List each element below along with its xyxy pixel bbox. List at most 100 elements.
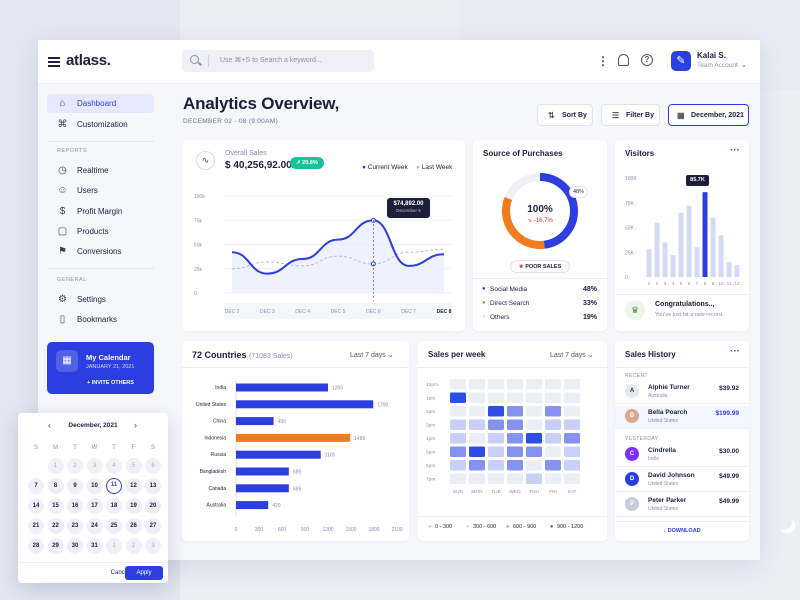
heatmap-cell — [469, 446, 485, 457]
legend-label: 300 - 600 — [473, 524, 497, 530]
sidebar-item-products[interactable]: ▢ Products — [47, 222, 154, 241]
calendar-day[interactable]: 21 — [28, 518, 44, 534]
calendar-day[interactable]: 23 — [67, 518, 83, 534]
bell-icon[interactable] — [618, 54, 629, 66]
sidebar-item-realtime[interactable]: ◷ Realtime — [47, 161, 154, 180]
history-row[interactable]: B Bella Poarch United States $199.99 — [615, 406, 749, 429]
x-tick-label: 2100 — [391, 527, 402, 533]
calendar-day[interactable]: 3 — [145, 538, 161, 554]
calendar-day[interactable]: 8 — [47, 478, 64, 494]
divider — [418, 516, 607, 517]
country-value: 1200 — [332, 386, 343, 392]
calendar-day[interactable]: 26 — [125, 518, 142, 534]
calendar-day[interactable]: 24 — [86, 518, 103, 534]
divider — [18, 562, 168, 563]
invite-others-button[interactable]: + INVITE OTHERS — [87, 380, 134, 386]
calendar-day[interactable]: 17 — [86, 498, 103, 514]
divider — [182, 367, 409, 368]
customer-name: Peter Parker — [648, 497, 687, 504]
calendar-day[interactable]: 27 — [145, 518, 161, 534]
period-select[interactable]: Last 7 days ⌄ — [550, 351, 594, 359]
heatmap-cell — [488, 379, 504, 390]
overall-sales-card: 0 25k 50k 75k 100k DEC 2 DEC 3 DEC 4 DEC 5 DEC 6… — [182, 140, 465, 331]
sort-by-button[interactable]: ⇅ Sort By — [537, 104, 593, 126]
search-input[interactable]: Use ⌘+S to Search a keyword... — [182, 50, 374, 72]
sidebar-item-profit-margin[interactable]: $ Profit Margin — [47, 202, 154, 221]
calendar-day[interactable]: 2 — [67, 458, 83, 474]
sidebar-item-conversions[interactable]: ⚑ Conversions — [47, 242, 154, 261]
period-select[interactable]: Last 7 days ⌄ — [350, 351, 394, 359]
calendar-day[interactable]: 4 — [106, 458, 122, 474]
chevron-down-icon[interactable]: ⌄ — [741, 62, 747, 69]
calendar-day[interactable]: 14 — [28, 498, 44, 514]
calendar-day[interactable]: 13 — [145, 478, 161, 494]
sidebar-item-bookmarks[interactable]: ▯ Bookmarks — [47, 310, 154, 329]
calendar-day[interactable]: 16 — [67, 498, 83, 514]
calendar-day[interactable]: 11 — [106, 478, 122, 494]
visitor-bar — [734, 265, 740, 277]
customer-country: United States — [648, 481, 679, 487]
calendar-day[interactable]: 19 — [125, 498, 142, 514]
sidebar-item-dashboard[interactable]: ⌂ Dashboard — [47, 94, 154, 113]
x-tick-label: 1500 — [345, 527, 356, 533]
sort-icon: ⇅ — [548, 111, 555, 120]
calendar-day[interactable]: 18 — [106, 498, 122, 514]
download-button[interactable]: ↓ DOWNLOAD — [615, 528, 749, 534]
history-row[interactable]: A Alphie Turner Australia $39.92 — [615, 381, 749, 404]
y-tick-label: 50K — [625, 226, 635, 232]
date-picker-button[interactable]: ▦ December, 2021 — [668, 104, 749, 126]
calendar-day[interactable]: 12 — [125, 478, 142, 494]
avatar: D — [625, 472, 639, 486]
day-of-week-label: W — [91, 445, 98, 451]
calendar-day[interactable]: 5 — [125, 458, 142, 474]
calendar-day[interactable]: 10 — [86, 478, 103, 494]
history-row[interactable]: C Cindrella India $30.00 — [615, 444, 749, 467]
calendar-day[interactable]: 15 — [47, 498, 64, 514]
history-row[interactable]: D David Johnson United States $49.99 — [615, 469, 749, 492]
more-horizontal-icon[interactable]: ··· — [730, 346, 740, 357]
menu-icon[interactable] — [48, 57, 60, 67]
x-tick-label: 1200 — [322, 527, 333, 533]
chevron-left-icon[interactable]: ‹ — [48, 420, 51, 430]
calendar-day[interactable]: 9 — [67, 478, 83, 494]
heatmap-cell — [488, 392, 504, 403]
sidebar-item-customization[interactable]: ⌘ Customization — [47, 115, 154, 134]
x-tick-label: 6 — [688, 281, 691, 286]
day-of-week-label: S — [33, 445, 38, 451]
avatar[interactable]: ✎ — [671, 51, 691, 71]
calendar-day[interactable]: 3 — [86, 458, 103, 474]
calendar-day[interactable]: 31 — [86, 538, 103, 554]
filter-by-button[interactable]: ☰ Filter By — [601, 104, 660, 126]
user-name[interactable]: Kalai S. — [697, 51, 726, 60]
heatmap-cell — [526, 460, 542, 471]
calendar-day[interactable]: 2 — [125, 538, 142, 554]
sidebar-item-users[interactable]: ☺ Users — [47, 181, 154, 200]
apply-button[interactable]: Apply — [125, 566, 163, 580]
help-icon[interactable]: ? — [641, 54, 653, 66]
sidebar-item-settings[interactable]: ⚙ Settings — [47, 290, 154, 309]
calendar-day[interactable]: 28 — [28, 538, 44, 554]
y-tick-label: 25k — [194, 267, 203, 273]
calendar-day[interactable]: 30 — [67, 538, 83, 554]
x-tick-label: 600 — [278, 527, 287, 533]
calendar-day[interactable]: 25 — [106, 518, 122, 534]
history-row[interactable]: P Peter Parker United States $49.99 — [615, 494, 749, 517]
calendar-day[interactable]: 29 — [47, 538, 64, 554]
calendar-day[interactable]: 6 — [145, 458, 161, 474]
tooltip-value: $74,892.00 — [393, 201, 424, 207]
more-horizontal-icon[interactable]: ··· — [730, 145, 740, 156]
heatmap-cell — [488, 433, 504, 444]
more-vertical-icon[interactable]: ⋮ — [597, 54, 609, 68]
heatmap-cell — [526, 379, 542, 390]
calendar-day[interactable]: 1 — [47, 458, 64, 474]
my-calendar-card[interactable]: ▦ My Calendar JANUARY 21, 2021 + INVITE … — [47, 342, 154, 394]
y-tick-label: 50k — [194, 243, 203, 249]
x-tick-label: 5 — [680, 281, 683, 286]
calendar-day[interactable]: 20 — [145, 498, 161, 514]
chevron-right-icon[interactable]: › — [134, 420, 137, 430]
calendar-day[interactable]: 7 — [28, 478, 44, 494]
calendar-day[interactable]: 1 — [106, 538, 122, 554]
calendar-day[interactable]: 22 — [47, 518, 64, 534]
cancel-button[interactable]: Cancel — [110, 570, 130, 576]
